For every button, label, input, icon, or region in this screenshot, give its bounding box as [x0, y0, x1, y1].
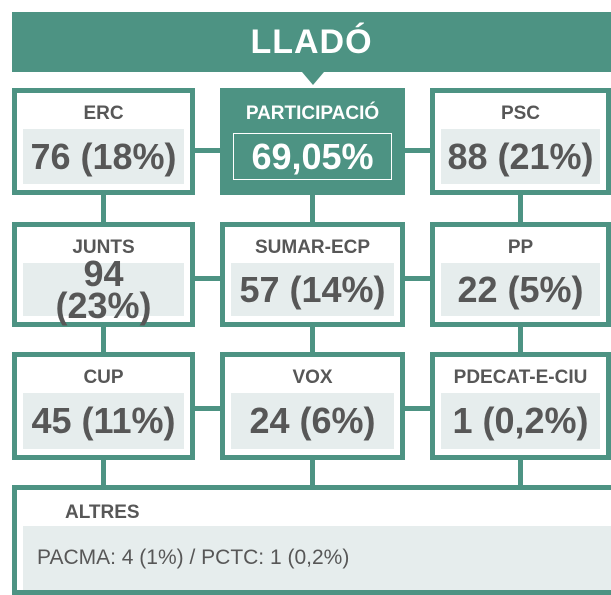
- title: LLADÓ: [12, 12, 611, 72]
- party-result: 22 (5%): [441, 263, 600, 316]
- party-box: PDECAT-E-CIU 1 (0,2%): [430, 352, 611, 460]
- party-name: JUNTS: [72, 237, 135, 258]
- party-result: 24 (6%): [231, 393, 394, 449]
- others-box: ALTRES PACMA: 4 (1%) / PCTC: 1 (0,2%): [12, 485, 611, 595]
- party-name: ERC: [83, 103, 124, 124]
- party-result: 57 (14%): [231, 263, 394, 316]
- party-result: 76 (18%): [23, 129, 184, 184]
- party-name: CUP: [83, 367, 124, 388]
- connector: [518, 460, 523, 485]
- connector: [310, 195, 315, 222]
- connector: [195, 406, 220, 411]
- party-box: VOX 24 (6%): [220, 352, 405, 460]
- party-name: SUMAR-ECP: [254, 237, 371, 258]
- party-box: CUP 45 (11%): [12, 352, 195, 460]
- party-box: PSC 88 (21%): [430, 88, 611, 195]
- connector: [405, 148, 430, 153]
- pointer: [302, 72, 324, 85]
- party-name: PP: [507, 237, 534, 258]
- party-result: 94 (23%): [23, 255, 184, 323]
- connector: [101, 460, 106, 485]
- party-box: SUMAR-ECP 57 (14%): [220, 222, 405, 327]
- others-text: PACMA: 4 (1%) / PCTC: 1 (0,2%): [23, 526, 611, 590]
- connector: [405, 276, 430, 281]
- party-result: 1 (0,2%): [441, 393, 600, 449]
- turnout-box: PARTICIPACIÓ 69,05%: [220, 88, 405, 195]
- connector: [310, 460, 315, 485]
- connector: [518, 195, 523, 222]
- connector: [195, 148, 220, 153]
- party-box: PP 22 (5%): [430, 222, 611, 327]
- connector: [518, 327, 523, 352]
- party-box: ERC 76 (18%): [12, 88, 195, 195]
- party-name: PDECAT-E-CIU: [453, 367, 588, 388]
- connector: [101, 195, 106, 222]
- party-name: PSC: [500, 103, 541, 124]
- party-result: 88 (21%): [441, 129, 600, 184]
- turnout-label: PARTICIPACIÓ: [245, 103, 380, 124]
- connector: [195, 276, 220, 281]
- party-name: VOX: [292, 367, 333, 388]
- connector: [405, 406, 430, 411]
- turnout-value: 69,05%: [233, 133, 392, 180]
- connector: [101, 327, 106, 352]
- party-result: 45 (11%): [23, 393, 184, 449]
- others-label: ALTRES: [65, 502, 140, 523]
- connector: [310, 327, 315, 352]
- party-box: JUNTS 94 (23%): [12, 222, 195, 327]
